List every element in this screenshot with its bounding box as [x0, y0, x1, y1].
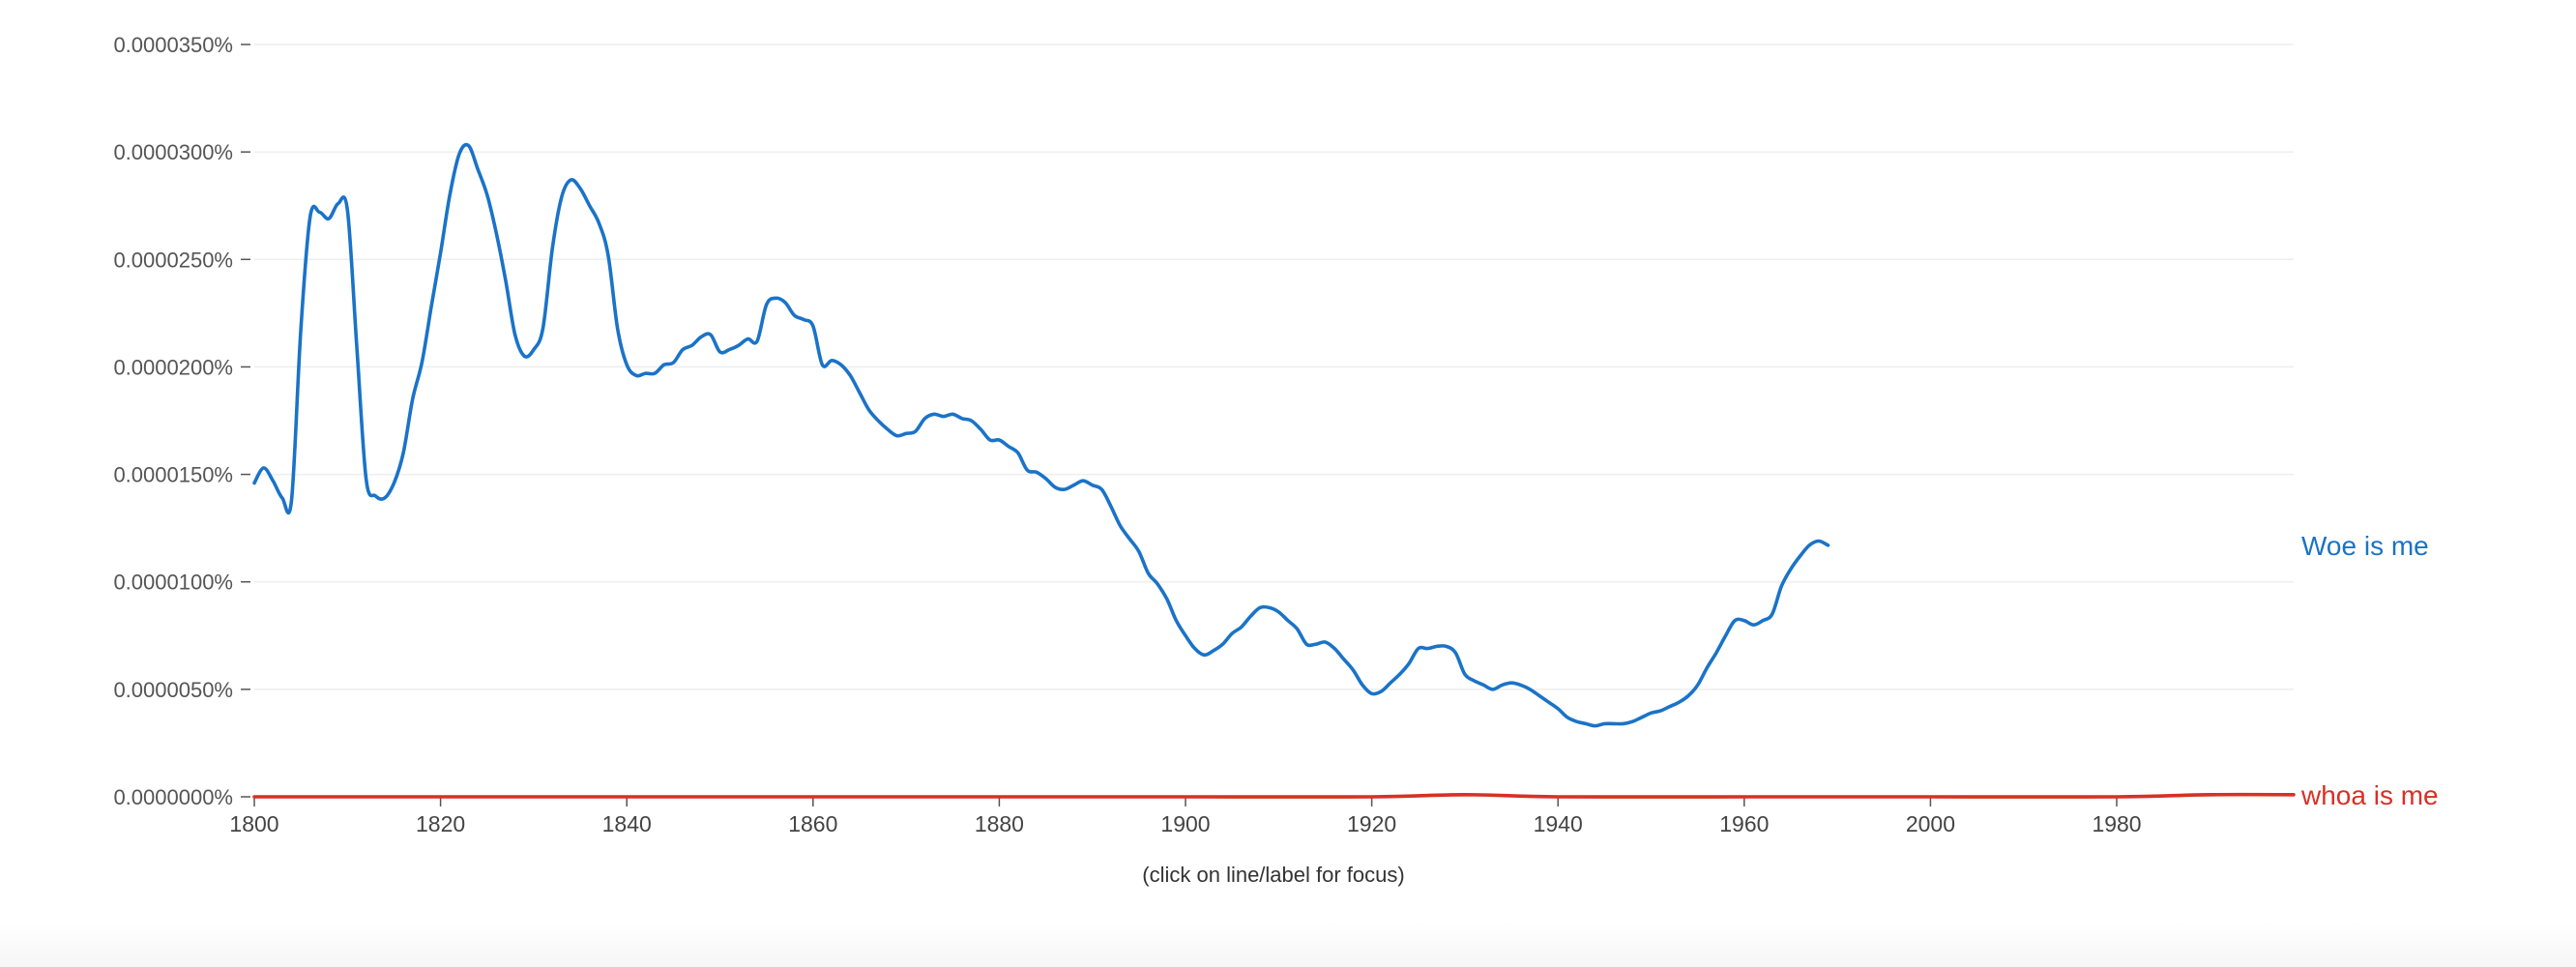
y-tick-label: 0.0000200% — [113, 355, 233, 379]
x-tick-label: 1940 — [1534, 811, 1583, 836]
focus-hint: (click on line/label for focus) — [1142, 863, 1405, 887]
y-tick-label: 0.0000250% — [113, 248, 233, 272]
grid-layer — [254, 44, 2294, 798]
y-tick-label: 0.0000150% — [113, 463, 233, 487]
y-tick-label: 0.0000050% — [113, 678, 233, 702]
x-tick-label: 1820 — [416, 811, 465, 836]
x-tick-label: 2000 — [1906, 811, 1955, 836]
y-axis: 0.0000000% 0.0000050% 0.0000100% 0.0000150%… — [113, 33, 250, 809]
series-line-0[interactable] — [252, 142, 1830, 728]
series-layer[interactable] — [252, 142, 2296, 799]
series-label-1[interactable]: whoa is me — [2300, 780, 2439, 810]
x-tick-label: 1980 — [2092, 811, 2141, 836]
x-tick-label: 1800 — [229, 811, 278, 836]
series-label-0[interactable]: Woe is me — [2301, 531, 2429, 561]
y-tick-label: 0.0000300% — [113, 140, 233, 164]
y-tick-label: 0.0000000% — [113, 785, 233, 809]
x-tick-label: 1900 — [1160, 811, 1210, 836]
series-labels[interactable]: Woe is me whoa is me — [2300, 531, 2439, 810]
bottom-band — [0, 923, 2576, 967]
x-tick-label: 1960 — [1719, 811, 1769, 836]
x-tick-label: 1920 — [1347, 811, 1396, 836]
series-line-1[interactable] — [252, 792, 2296, 799]
x-axis: 1800 1820 1840 1860 1880 1900 1920 1940 1960 2000… — [229, 797, 2142, 836]
y-tick-label: 0.0000350% — [113, 33, 233, 57]
x-tick-label: 1840 — [602, 811, 652, 836]
y-tick-label: 0.0000100% — [113, 571, 233, 595]
x-tick-label: 1860 — [788, 811, 837, 836]
x-tick-label: 1880 — [975, 811, 1024, 836]
